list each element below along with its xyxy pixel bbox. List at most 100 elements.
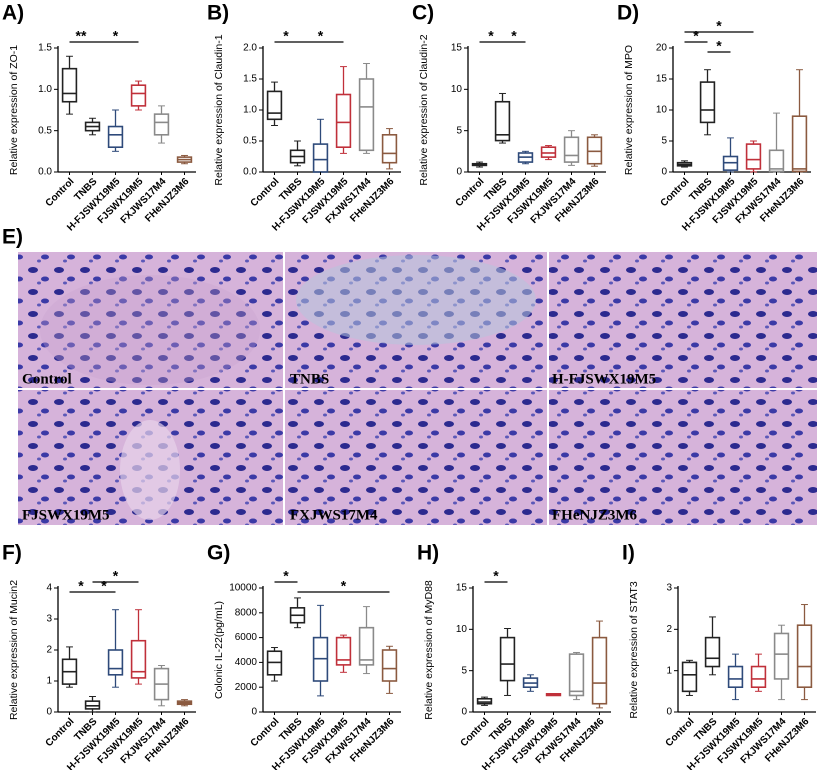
y-tick-label: 20 <box>656 43 668 54</box>
histology-label: FHeNJZ3M6 <box>552 507 637 523</box>
y-tick-label: 15 <box>656 74 668 85</box>
box <box>494 100 511 142</box>
box <box>107 125 124 148</box>
y-tick-label: 2.0 <box>243 43 257 54</box>
significance-label: * <box>318 28 324 44</box>
box <box>796 624 813 689</box>
y-tick-label: 1 <box>666 665 672 676</box>
box <box>130 639 147 679</box>
box <box>540 146 557 158</box>
panel-label: H) <box>417 542 439 565</box>
significance-label: * <box>113 568 119 584</box>
panel-label: D) <box>617 2 639 25</box>
box <box>750 665 767 688</box>
panel-label: G) <box>207 542 230 565</box>
y-axis-label: Colonic IL-22(pg/mL) <box>213 601 225 699</box>
box <box>107 649 124 676</box>
histology-label: FXJWS17M4 <box>290 507 378 523</box>
y-tick-label: 10000 <box>229 583 257 594</box>
x-tick-label: Control <box>454 176 487 209</box>
y-tick-label: 0.5 <box>243 136 257 147</box>
box <box>335 636 352 666</box>
y-tick-label: 3 <box>666 583 672 594</box>
y-tick-label: 0.0 <box>38 167 52 178</box>
box <box>358 78 375 152</box>
box <box>563 136 580 163</box>
y-tick-label: 2 <box>46 645 52 656</box>
significance-label: * <box>493 568 499 584</box>
box <box>745 143 762 170</box>
box <box>130 84 147 107</box>
significance-label: * <box>693 28 699 44</box>
significance-label: * <box>511 28 517 44</box>
y-tick-label: 0 <box>251 707 257 718</box>
y-tick-label: 8000 <box>235 607 258 618</box>
y-tick-label: 4000 <box>235 657 258 668</box>
x-tick-label: Control <box>459 716 492 749</box>
significance-label: * <box>488 28 494 44</box>
significance-label: * <box>716 38 722 54</box>
y-tick-label: 1.5 <box>38 43 52 54</box>
x-tick-label: Control <box>44 176 77 209</box>
box <box>358 626 375 666</box>
box <box>768 149 785 173</box>
y-tick-label: 0 <box>456 167 462 178</box>
box <box>773 632 790 680</box>
y-tick-label: 0 <box>46 707 52 718</box>
significance-label: * <box>283 28 289 44</box>
box <box>699 81 716 124</box>
y-axis-label: Relative expression of Mucin2 <box>8 580 20 720</box>
box <box>312 143 329 173</box>
box <box>568 653 585 697</box>
box <box>266 90 283 121</box>
y-tick-label: 3 <box>46 614 52 625</box>
x-tick-label: Control <box>659 176 692 209</box>
x-tick-label: Control <box>249 176 282 209</box>
panel-label: C) <box>412 2 434 25</box>
box <box>791 115 808 173</box>
significance-label: * <box>341 578 347 594</box>
box <box>61 67 78 103</box>
y-axis-label: Relative expression of STAT3 <box>628 581 640 718</box>
y-tick-label: 4 <box>46 583 52 594</box>
box <box>704 636 721 668</box>
significance-label: * <box>78 578 84 594</box>
y-axis-label: Relative expression of Claudin-2 <box>418 34 430 185</box>
box <box>476 697 493 705</box>
y-tick-label: 2000 <box>235 682 258 693</box>
y-tick-label: 1.0 <box>243 105 257 116</box>
significance-label: * <box>101 578 107 594</box>
box <box>586 136 603 165</box>
panel-label: B) <box>207 2 229 25</box>
y-tick-label: 6000 <box>235 632 258 643</box>
panel-label: F) <box>2 542 22 565</box>
box <box>381 649 398 682</box>
panel-label: E) <box>2 226 23 249</box>
significance-label: ** <box>76 28 87 44</box>
x-tick-label: Control <box>249 716 282 749</box>
histology-images <box>18 252 817 525</box>
box <box>591 636 608 705</box>
y-tick-label: 1.5 <box>243 74 257 85</box>
y-tick-label: 0 <box>461 707 467 718</box>
significance-label: * <box>283 568 289 584</box>
box <box>381 134 398 164</box>
y-axis-label: Relative expression of MPO <box>623 45 635 175</box>
x-tick-label: Control <box>44 716 77 749</box>
panel-label: I) <box>622 542 635 565</box>
y-axis-label: Relative expression of MyD88 <box>423 580 435 720</box>
y-tick-label: 5 <box>456 125 462 136</box>
y-tick-label: 0.0 <box>243 167 257 178</box>
y-tick-label: 15 <box>456 583 468 594</box>
y-tick-label: 5 <box>461 665 467 676</box>
histology-label: FJSWX19M5 <box>22 507 110 523</box>
histology-label: TNBS <box>290 371 329 387</box>
y-tick-label: 1.0 <box>38 84 52 95</box>
box <box>153 113 170 136</box>
box <box>499 636 516 682</box>
y-tick-label: 0 <box>661 167 667 178</box>
significance-label: * <box>113 28 119 44</box>
x-tick-label: Control <box>664 716 697 749</box>
y-tick-label: 5 <box>661 136 667 147</box>
